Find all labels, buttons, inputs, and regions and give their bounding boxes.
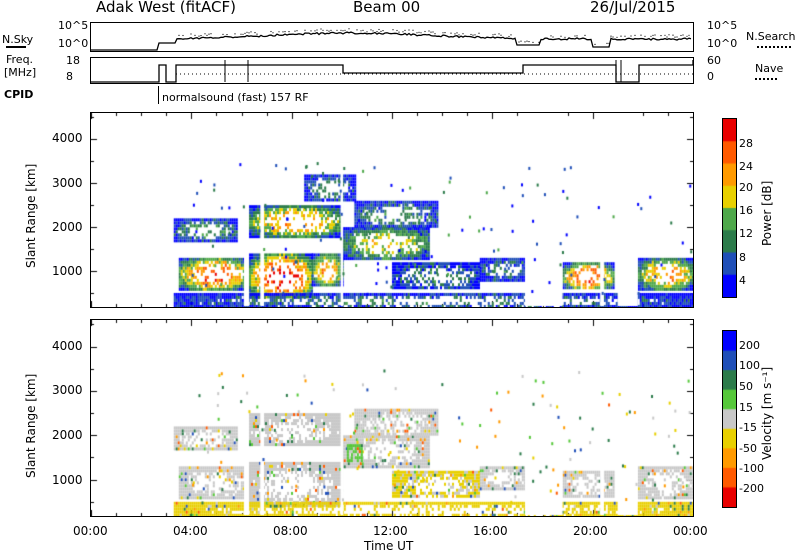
freq-tick-top: 18 — [66, 54, 80, 67]
nsky-trace — [91, 28, 692, 51]
velocity-cbar-tick: 50 — [739, 380, 753, 393]
nave-label: Nave — [755, 62, 784, 75]
velocity-cbar-tick: 100 — [739, 359, 760, 372]
power-ytick-1000: 1000 — [52, 264, 83, 278]
velocity-ytick-2000: 2000 — [52, 428, 83, 442]
velocity-cbar-tick: 200 — [739, 339, 760, 352]
velocity-ytick-4000: 4000 — [52, 339, 83, 353]
velocity-colorbar-fill — [723, 331, 736, 507]
freq-label-1: Freq. — [6, 53, 34, 66]
nave-tick-top: 60 — [707, 54, 721, 67]
velocity-cbar-tick: -15 — [739, 421, 757, 434]
velocity-cbar-tick: -100 — [739, 462, 764, 475]
xtick-04: 04:00 — [173, 524, 208, 538]
power-heatmap — [91, 113, 693, 307]
nsearch-tick-top: 10^5 — [707, 19, 738, 32]
xtick-08: 08:00 — [273, 524, 308, 538]
power-colorbar-fill — [723, 119, 736, 297]
velocity-colorbar — [722, 330, 737, 508]
power-ytick-2000: 2000 — [52, 220, 83, 234]
xtick-20: 20:00 — [573, 524, 608, 538]
xlabel: Time UT — [364, 539, 414, 553]
power-cbar-tick: 4 — [739, 274, 746, 287]
power-cbar-tick: 16 — [739, 204, 753, 217]
velocity-cbar-tick: -50 — [739, 442, 757, 455]
power-cbar-tick: 28 — [739, 137, 753, 150]
velocity-cbar-tick: 15 — [739, 401, 753, 414]
cpid-marker — [158, 86, 159, 104]
nsky-label: N.Sky — [2, 33, 34, 46]
velocity-heatmap — [91, 320, 693, 516]
freq-label-2: [MHz] — [4, 66, 37, 79]
power-ylabel: Slant Range [km] — [24, 163, 38, 268]
freq-trace — [91, 60, 694, 83]
nsky-legend-line — [6, 46, 26, 48]
freq-panel — [90, 57, 694, 84]
power-plot — [90, 112, 694, 308]
velocity-cbar-tick: -200 — [739, 482, 764, 495]
velocity-cbar-label: Velocity [m s⁻¹] — [760, 366, 774, 460]
xtick-24: 00:00 — [673, 524, 708, 538]
nave-tick-bottom: 0 — [707, 70, 714, 83]
power-colorbar — [722, 118, 737, 298]
cpid-label: CPID — [4, 88, 34, 101]
xtick-16: 16:00 — [473, 524, 508, 538]
nsearch-legend-line — [757, 46, 791, 48]
power-cbar-tick: 8 — [739, 251, 746, 264]
velocity-ytick-1000: 1000 — [52, 473, 83, 487]
power-cbar-tick: 20 — [739, 181, 753, 194]
velocity-ytick-3000: 3000 — [52, 383, 83, 397]
nsky-tick-bottom: 10^0 — [58, 37, 89, 50]
xtick-00: 00:00 — [73, 524, 108, 538]
power-ytick-4000: 4000 — [52, 131, 83, 145]
velocity-ylabel: Slant Range [km] — [24, 373, 38, 478]
power-cbar-tick: 12 — [739, 227, 753, 240]
nsearch-tick-bottom: 10^0 — [707, 37, 738, 50]
velocity-plot — [90, 319, 694, 517]
beam-label: Beam 00 — [353, 0, 421, 16]
date-label: 26/Jul/2015 — [590, 0, 676, 16]
power-cbar-tick: 24 — [739, 160, 753, 173]
freq-tick-bottom: 8 — [66, 70, 73, 83]
power-cbar-label: Power [dB] — [760, 180, 774, 246]
nsky-tick-top: 10^5 — [58, 19, 89, 32]
nsearch-label: N.Search — [746, 30, 796, 43]
power-ytick-3000: 3000 — [52, 176, 83, 190]
nave-legend-line — [755, 78, 777, 80]
cpid-text: normalsound (fast) 157 RF — [162, 91, 309, 104]
nsky-panel — [90, 22, 694, 52]
chart-title: Adak West (fitACF) — [96, 0, 236, 16]
xtick-12: 12:00 — [373, 524, 408, 538]
